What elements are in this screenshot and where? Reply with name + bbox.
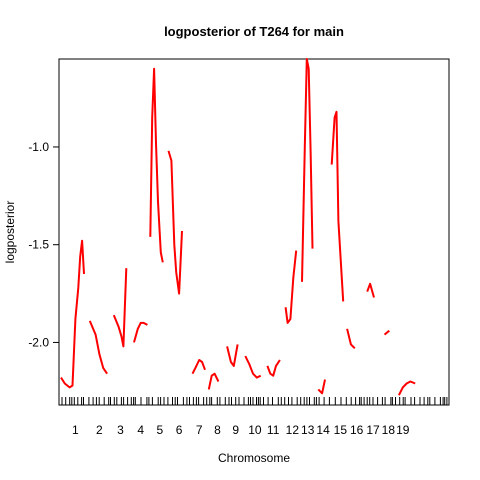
x-tick-label: 11: [267, 423, 280, 437]
plot-frame: [58, 58, 450, 406]
x-tick-label: 15: [334, 423, 348, 437]
y-axis: -2.0 -1.5 -1.0: [28, 140, 59, 349]
logposterior-series: [60, 58, 416, 396]
x-tick-label: 16: [350, 423, 364, 437]
x-tick-label: 9: [232, 423, 239, 437]
x-tick-label: 18: [382, 423, 396, 437]
y-tick-label: -1.5: [28, 238, 49, 252]
x-tick-label: 14: [316, 423, 330, 437]
series-segment: [383, 329, 390, 336]
series-segment: [112, 268, 128, 348]
series-segment: [266, 359, 281, 377]
series-segment: [301, 58, 314, 282]
chart-title: logposterior of T264 for main: [164, 24, 344, 39]
series-segment: [133, 321, 148, 343]
series-segment: [60, 239, 85, 389]
series-segment: [398, 380, 416, 396]
position-rug: [61, 397, 448, 405]
x-tick-label: 2: [96, 423, 103, 437]
series-segment: [191, 359, 206, 375]
series-segment: [330, 110, 345, 302]
x-tick-label: 1: [72, 423, 79, 437]
x-axis: 1 2 3 4 5 6 7 8 9 10 11 12 13 14 15 16 17 18 19: [72, 423, 410, 437]
x-tick-label: 8: [214, 423, 221, 437]
x-tick-label: 4: [137, 423, 144, 437]
y-axis-label: logposterior: [3, 201, 17, 264]
series-segment: [226, 344, 239, 367]
y-tick-label: -1.0: [28, 140, 49, 154]
series-segment: [244, 355, 262, 379]
x-axis-label: Chromosome: [218, 451, 290, 465]
x-tick-label: 19: [396, 423, 410, 437]
series-segment: [284, 250, 298, 324]
x-tick-label: 3: [117, 423, 124, 437]
x-tick-label: 13: [301, 423, 315, 437]
series-segment: [88, 320, 108, 375]
series-segment: [346, 328, 356, 350]
series-segment: [317, 379, 326, 395]
x-tick-label: 12: [286, 423, 300, 437]
x-tick-label: 10: [248, 423, 262, 437]
x-tick-label: 7: [196, 423, 203, 437]
series-segment: [366, 282, 375, 298]
x-tick-label: 6: [176, 423, 183, 437]
series-segment: [149, 67, 164, 263]
y-tick-label: -2.0: [28, 335, 49, 349]
x-tick-label: 17: [366, 423, 380, 437]
x-tick-label: 5: [157, 423, 164, 437]
series-segment: [207, 372, 220, 390]
series-segment: [167, 150, 183, 295]
